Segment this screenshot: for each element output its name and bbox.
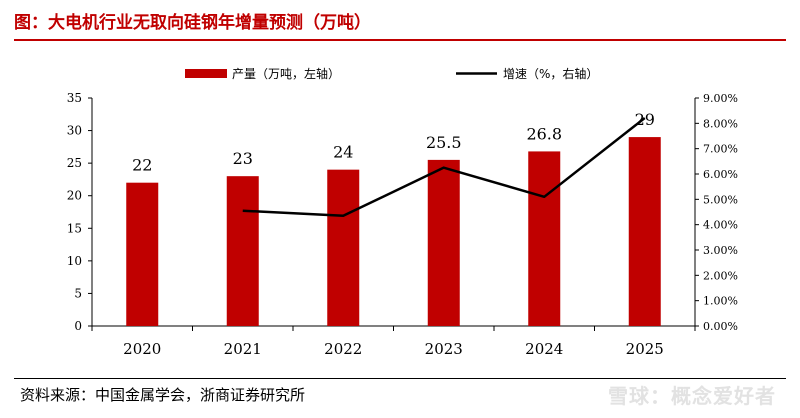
y-left-tick-label: 35	[67, 91, 82, 105]
bar-2025	[628, 137, 661, 326]
y-right-tick-label: 0.00%	[703, 320, 738, 333]
legend-bar-swatch	[185, 69, 227, 78]
y-right-tick-label: 4.00%	[703, 219, 738, 232]
legend-bar-label: 产量（万吨，左轴）	[232, 66, 340, 81]
y-left-tick-label: 5	[74, 286, 82, 300]
data-labels: 22 23 24 25.5 26.8 29	[132, 110, 655, 175]
x-tick-label: 2022	[324, 340, 362, 358]
bar-2020	[126, 182, 159, 326]
y-left-tick-label: 0	[74, 319, 82, 333]
legend-line-label: 增速（%，右轴）	[503, 66, 598, 81]
bar-2024	[528, 151, 561, 326]
y-right-tick-label: 6.00%	[703, 168, 738, 181]
bar-data-label: 22	[132, 156, 152, 175]
bar-data-label: 29	[635, 110, 655, 129]
x-tick-label: 2023	[425, 340, 463, 358]
axes: 051015202530350.00%1.00%2.00%3.00%4.00%5…	[67, 91, 738, 358]
bar-series	[126, 137, 661, 326]
chart-title: 图：大电机行业无取向硅钢年增量预测（万吨）	[14, 13, 371, 33]
title-rule	[14, 39, 786, 41]
y-left-tick-label: 20	[67, 189, 82, 203]
bar-2022	[327, 169, 360, 326]
bar-data-label: 23	[233, 149, 253, 168]
y-right-tick-label: 8.00%	[703, 117, 738, 130]
legend: 产量（万吨，左轴） 增速（%，右轴）	[185, 66, 598, 81]
bar-2021	[226, 176, 259, 326]
y-left-tick-label: 10	[67, 254, 82, 268]
chart-area: 产量（万吨，左轴） 增速（%，右轴） 051015202530350.00%1.…	[67, 66, 738, 358]
y-right-tick-label: 1.00%	[703, 295, 738, 308]
x-tick-label: 2025	[626, 340, 664, 358]
bar-data-label: 24	[333, 143, 353, 162]
y-right-tick-label: 9.00%	[703, 92, 738, 105]
y-left-tick-label: 25	[67, 156, 82, 170]
y-right-tick-label: 2.00%	[703, 269, 738, 282]
y-left-tick-label: 15	[67, 221, 82, 235]
bar-data-label: 25.5	[426, 133, 462, 152]
x-tick-label: 2024	[525, 340, 563, 358]
source-note: 资料来源：中国金属学会，浙商证券研究所	[20, 386, 306, 404]
x-tick-label: 2021	[224, 340, 262, 358]
y-right-tick-label: 5.00%	[703, 193, 738, 206]
bar-data-label: 26.8	[526, 124, 562, 143]
y-right-tick-label: 3.00%	[703, 244, 738, 257]
line-series	[242, 117, 646, 218]
watermark: 雪球：概念爱好者	[608, 384, 776, 408]
x-tick-label: 2020	[123, 340, 161, 358]
y-right-tick-label: 7.00%	[703, 143, 738, 156]
bar-2023	[427, 159, 460, 326]
growth-rate-line	[242, 117, 646, 218]
source-rule	[14, 378, 786, 379]
y-left-tick-label: 30	[67, 124, 82, 138]
